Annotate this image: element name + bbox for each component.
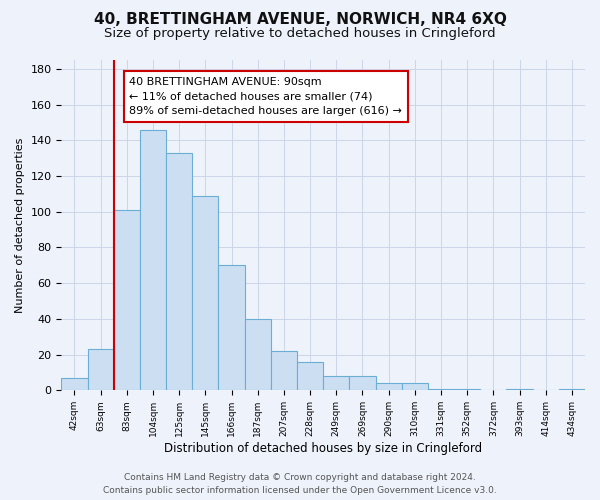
Bar xyxy=(428,388,454,390)
Text: 40, BRETTINGHAM AVENUE, NORWICH, NR4 6XQ: 40, BRETTINGHAM AVENUE, NORWICH, NR4 6XQ xyxy=(94,12,506,28)
Text: Contains HM Land Registry data © Crown copyright and database right 2024.
Contai: Contains HM Land Registry data © Crown c… xyxy=(103,474,497,495)
Bar xyxy=(88,350,114,391)
Bar xyxy=(166,153,193,390)
Bar xyxy=(559,388,585,390)
Bar xyxy=(402,383,428,390)
Bar xyxy=(245,319,271,390)
Bar xyxy=(61,378,88,390)
Bar xyxy=(349,376,376,390)
Bar xyxy=(193,196,218,390)
Bar xyxy=(323,376,349,390)
Y-axis label: Number of detached properties: Number of detached properties xyxy=(15,138,25,313)
Bar xyxy=(140,130,166,390)
Bar xyxy=(218,266,245,390)
Bar xyxy=(454,388,480,390)
Text: Size of property relative to detached houses in Cringleford: Size of property relative to detached ho… xyxy=(104,28,496,40)
Bar xyxy=(506,388,533,390)
Bar xyxy=(297,362,323,390)
Bar xyxy=(376,383,402,390)
Text: 40 BRETTINGHAM AVENUE: 90sqm
← 11% of detached houses are smaller (74)
89% of se: 40 BRETTINGHAM AVENUE: 90sqm ← 11% of de… xyxy=(130,76,403,116)
Bar xyxy=(271,351,297,391)
Bar xyxy=(114,210,140,390)
X-axis label: Distribution of detached houses by size in Cringleford: Distribution of detached houses by size … xyxy=(164,442,482,455)
